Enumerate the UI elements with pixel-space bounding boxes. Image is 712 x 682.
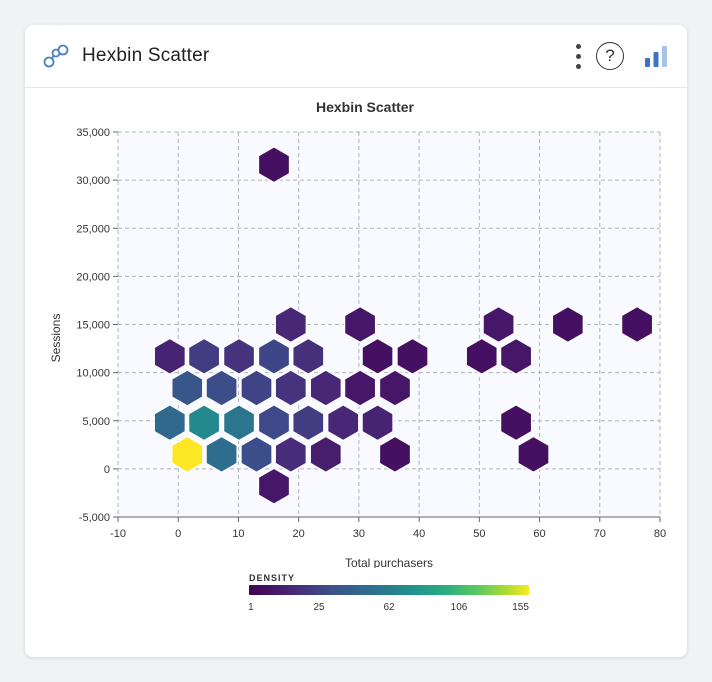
hexbin-cell[interactable]	[240, 435, 273, 474]
hexbin-cell[interactable]	[465, 337, 499, 376]
hexbin-cell[interactable]	[274, 369, 308, 407]
card-header: Hexbin Scatter ?	[25, 25, 687, 88]
x-tick-label: 30	[353, 528, 365, 540]
hexbin-cell[interactable]	[274, 305, 308, 344]
x-axis-label: Total purchasers	[345, 556, 433, 568]
hexbin-cell[interactable]	[222, 403, 256, 442]
help-button[interactable]: ?	[596, 42, 624, 70]
hexbin-cell[interactable]	[240, 369, 273, 407]
hexbin-cell[interactable]	[378, 435, 412, 474]
hexbin-cell[interactable]	[291, 403, 325, 442]
legend-tick-label: 155	[512, 602, 529, 613]
y-tick-label: 5,000	[82, 416, 110, 428]
hexbin-cell[interactable]	[274, 435, 308, 474]
hexbin-cell[interactable]	[257, 403, 291, 442]
hexbin-cell[interactable]	[309, 369, 343, 407]
hexbin-cell[interactable]	[482, 305, 515, 344]
y-tick-label: -5,000	[79, 512, 110, 524]
hexbin-cell[interactable]	[291, 337, 325, 376]
chart-title: Hexbin Scatter	[316, 99, 415, 115]
x-tick-label: 20	[293, 528, 305, 540]
hexbin-chart: Hexbin Scatter -10 0 10 20 30 40 50 60 70 80 -5,00…	[49, 99, 666, 568]
card-title: Hexbin Scatter	[82, 45, 210, 66]
y-axis-label: Sessions	[49, 314, 63, 363]
x-tick-label: 10	[232, 528, 244, 540]
hexbin-cell[interactable]	[620, 305, 654, 344]
axes: -10 0 10 20 30 40 50 60 70 80 -5,000 0 5,000 10,000 15…	[76, 127, 666, 540]
y-tick-label: 0	[104, 464, 110, 476]
x-tick-label: 50	[473, 528, 485, 540]
hexbin-cell[interactable]	[517, 435, 550, 474]
y-tick-label: 35,000	[76, 127, 110, 139]
hexbin-cell[interactable]	[326, 403, 360, 442]
hexbin-cell[interactable]	[257, 467, 291, 506]
hexbin-cell[interactable]	[361, 403, 394, 442]
x-tick-label: 40	[413, 528, 425, 540]
legend-color-bar	[249, 585, 529, 595]
y-tick-label: 15,000	[76, 320, 110, 332]
more-options-icon[interactable]	[573, 44, 583, 70]
bar-chart-icon[interactable]	[644, 45, 668, 67]
hexbin-cell[interactable]	[205, 435, 238, 474]
hexbin-cell[interactable]	[361, 337, 394, 376]
legend-tick-label: 1	[248, 602, 254, 613]
x-tick-label: 0	[175, 528, 181, 540]
hexbin-cell[interactable]	[153, 403, 187, 442]
hexbin-cell[interactable]	[187, 337, 221, 376]
hexbin-cell[interactable]	[309, 435, 343, 474]
x-tick-label: 60	[533, 528, 545, 540]
hexbin-cell[interactable]	[499, 403, 533, 442]
hexbin-layer	[153, 145, 654, 506]
hexbin-cell[interactable]	[257, 337, 291, 376]
y-tick-label: 30,000	[76, 175, 110, 187]
hexbin-cell[interactable]	[170, 369, 204, 407]
hexbin-cell[interactable]	[205, 369, 238, 407]
density-legend: DENSITY 1 25 62 106 155	[248, 573, 539, 617]
y-tick-label: 10,000	[76, 368, 110, 380]
legend-tick-label: 106	[450, 602, 468, 613]
legend-tick-label: 62	[383, 602, 395, 613]
hexbin-cell[interactable]	[499, 337, 533, 376]
hexbin-cell[interactable]	[222, 337, 256, 376]
y-tick-label: 25,000	[76, 223, 110, 235]
legend-tick-label: 25	[313, 602, 325, 613]
hexbin-cell[interactable]	[153, 337, 187, 376]
hexbin-cell[interactable]	[187, 403, 221, 442]
hexbin-cell[interactable]	[257, 145, 291, 184]
y-tick-label: 20,000	[76, 271, 110, 283]
hexbin-cell[interactable]	[378, 369, 412, 407]
chart-card: Hexbin Scatter ? Hexbin Scatter -10 0 10 20…	[25, 25, 687, 657]
hexbin-cell[interactable]	[170, 435, 204, 474]
x-tick-label: 70	[594, 528, 606, 540]
hexbin-cell[interactable]	[551, 305, 585, 344]
hexbin-cell[interactable]	[396, 337, 429, 376]
scatter-nodes-icon	[43, 44, 69, 68]
x-tick-label: 80	[654, 528, 666, 540]
legend-title: DENSITY	[249, 573, 296, 583]
x-tick-label: -10	[110, 528, 126, 540]
hexbin-cell[interactable]	[343, 305, 377, 344]
hexbin-cell[interactable]	[343, 369, 377, 407]
